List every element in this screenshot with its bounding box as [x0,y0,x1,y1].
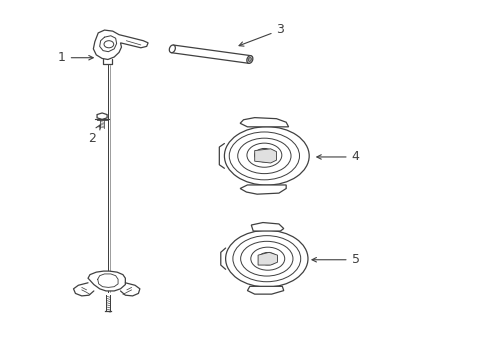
Polygon shape [240,118,289,127]
Polygon shape [94,30,148,59]
Ellipse shape [248,58,251,62]
Ellipse shape [225,230,308,287]
Ellipse shape [238,138,291,174]
Text: 1: 1 [58,51,93,64]
Ellipse shape [241,241,293,276]
Ellipse shape [251,247,285,270]
Ellipse shape [170,45,175,53]
Polygon shape [97,113,107,120]
Ellipse shape [224,127,309,185]
Polygon shape [88,271,125,291]
Polygon shape [172,45,251,63]
Polygon shape [247,286,284,294]
Text: 4: 4 [317,150,360,163]
Polygon shape [255,149,276,163]
Polygon shape [258,252,277,265]
Ellipse shape [233,236,301,282]
Text: 5: 5 [312,253,360,266]
Text: 3: 3 [239,23,284,46]
Ellipse shape [259,252,277,265]
Ellipse shape [255,148,274,162]
Ellipse shape [247,56,253,63]
Polygon shape [240,185,286,194]
Polygon shape [251,222,284,231]
Text: 2: 2 [89,125,100,145]
Ellipse shape [229,132,299,180]
Ellipse shape [247,143,282,167]
